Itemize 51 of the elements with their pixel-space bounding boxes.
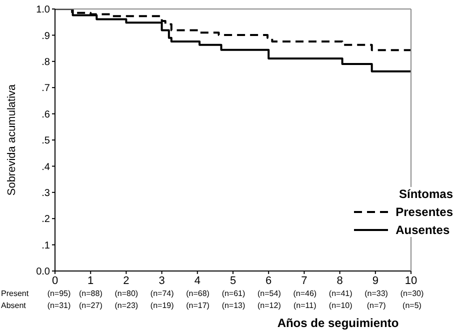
text: (n=11) — [294, 301, 316, 310]
legend-label: Presentes — [396, 205, 453, 219]
text: (n=74) — [150, 289, 174, 298]
text: Present — [1, 289, 29, 298]
x-axis-title: Años de seguimiento — [277, 316, 399, 330]
y-tick-label: .8 — [42, 56, 50, 68]
y-tick-label: .9 — [42, 30, 50, 42]
text: (n=31) — [47, 301, 71, 310]
x-tick-label: 6 — [266, 274, 272, 287]
text: (n=41) — [328, 289, 352, 298]
x-tick-label: 4 — [194, 274, 200, 287]
y-tick-label: .3 — [42, 188, 50, 199]
y-tick-label: 0.0 — [36, 266, 50, 278]
text: (n=23) — [114, 301, 138, 310]
text: (n=88) — [79, 289, 102, 298]
x-tick-label: 3 — [158, 274, 165, 287]
legend-title: Síntomas — [398, 187, 453, 201]
x-tick-label: 5 — [230, 274, 236, 287]
text: (n=30) — [400, 289, 424, 298]
y-tick-label: 1.0 — [36, 4, 50, 16]
y-axis-title: Sobrevida acumulativa — [6, 83, 18, 196]
text: Absent — [1, 301, 26, 310]
y-tick-label: .5 — [42, 136, 50, 147]
text: (n=19) — [150, 301, 174, 310]
text: (n=7) — [366, 301, 386, 310]
y-tick-label: .2 — [42, 214, 50, 226]
text: (n=27) — [79, 301, 102, 310]
y-tick-label: .4 — [42, 162, 50, 173]
text: (n=54) — [258, 289, 281, 298]
x-tick-label: 0 — [52, 274, 58, 287]
x-tick-label: 2 — [123, 274, 130, 287]
text: (n=46) — [293, 289, 317, 298]
y-tick-label: .1 — [42, 240, 50, 252]
text: (n=95) — [47, 289, 71, 298]
text: (n=80) — [114, 289, 138, 298]
text: (n=12) — [258, 301, 281, 310]
text: (n=5) — [402, 301, 422, 310]
text: (n=68) — [186, 289, 210, 298]
text: (n=33) — [364, 289, 388, 298]
x-tick-label: 8 — [336, 274, 343, 287]
x-tick-label: 10 — [404, 274, 418, 287]
text: (n=17) — [186, 301, 210, 310]
x-tick-label: 1 — [88, 274, 94, 287]
x-tick-label: 9 — [372, 274, 378, 287]
text: (n=13) — [222, 301, 246, 310]
text: (n=61) — [222, 289, 246, 298]
x-tick-label: 7 — [301, 274, 308, 287]
text: (n=10) — [328, 301, 352, 310]
y-tick-label: .6 — [42, 109, 50, 120]
y-tick-label: .7 — [42, 83, 50, 94]
legend-label: Ausentes — [396, 223, 450, 237]
